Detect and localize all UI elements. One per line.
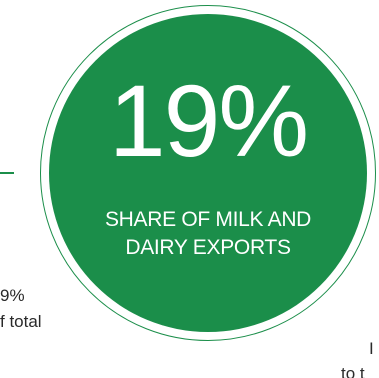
left-body-text-line-1: 9% xyxy=(0,286,25,305)
right-body-text-line-2: to t xyxy=(341,364,365,378)
stat-caption-line-1: SHARE OF MILK AND xyxy=(104,208,312,231)
stat-caption-line-2: DAIRY EXPORTS xyxy=(125,236,291,259)
stat-circle xyxy=(49,14,367,332)
right-body-text-line-1: I xyxy=(369,339,374,358)
stat-value: 19% xyxy=(108,64,309,178)
stat-caption: SHARE OF MILK AND DAIRY EXPORTS xyxy=(49,206,367,262)
left-body-text-line-2: f total xyxy=(0,312,42,331)
accent-dash xyxy=(0,172,14,174)
stat-outer-ring xyxy=(40,5,376,341)
